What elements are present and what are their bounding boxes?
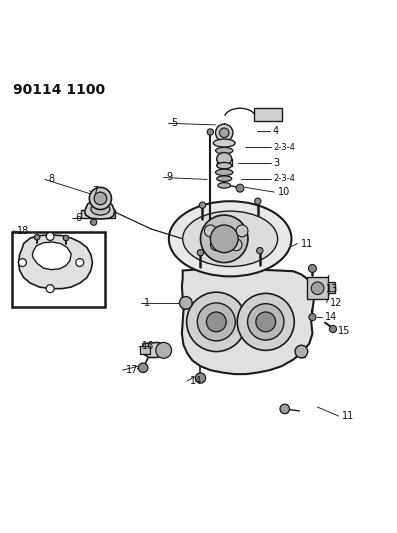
Circle shape [204, 225, 216, 237]
Circle shape [210, 225, 238, 253]
Circle shape [34, 235, 40, 240]
Circle shape [248, 304, 284, 340]
Ellipse shape [91, 203, 110, 215]
Bar [12, 232, 105, 307]
Ellipse shape [217, 152, 232, 165]
Text: 3: 3 [274, 158, 280, 168]
Circle shape [236, 184, 244, 192]
Text: 7: 7 [93, 185, 99, 196]
Polygon shape [32, 242, 71, 270]
Bar [140, 346, 150, 353]
Text: 6: 6 [75, 213, 81, 223]
Circle shape [199, 202, 206, 208]
Circle shape [256, 247, 263, 254]
Polygon shape [19, 235, 93, 289]
Circle shape [206, 312, 226, 332]
Circle shape [195, 373, 206, 383]
Bar [254, 108, 282, 121]
Circle shape [76, 259, 84, 266]
Text: 11: 11 [301, 239, 313, 248]
Circle shape [230, 239, 242, 251]
Text: 17: 17 [126, 365, 138, 375]
Circle shape [330, 326, 337, 333]
Circle shape [179, 296, 192, 309]
Text: 18: 18 [17, 226, 29, 236]
Bar [81, 211, 116, 218]
Ellipse shape [213, 139, 235, 147]
Ellipse shape [183, 211, 278, 266]
Circle shape [19, 259, 27, 266]
Text: 13: 13 [326, 285, 338, 294]
Text: 8: 8 [48, 174, 54, 184]
Ellipse shape [217, 163, 232, 169]
Circle shape [220, 128, 229, 138]
Circle shape [94, 192, 107, 205]
Ellipse shape [218, 183, 231, 188]
Text: 14: 14 [190, 376, 202, 386]
Circle shape [295, 345, 308, 358]
Polygon shape [182, 270, 314, 374]
Polygon shape [85, 198, 115, 219]
Circle shape [200, 215, 248, 263]
Circle shape [210, 239, 222, 251]
Text: 12: 12 [330, 298, 342, 308]
Circle shape [89, 188, 112, 209]
Text: 16: 16 [142, 342, 154, 351]
Circle shape [255, 198, 261, 204]
Text: 14: 14 [325, 312, 337, 322]
Text: 9: 9 [167, 173, 173, 182]
Text: 2-3-4: 2-3-4 [274, 174, 295, 183]
Ellipse shape [217, 176, 232, 181]
Circle shape [91, 219, 97, 225]
Circle shape [236, 225, 248, 237]
Circle shape [139, 363, 148, 373]
Text: 5: 5 [172, 118, 178, 128]
Bar [307, 277, 328, 299]
Text: 10: 10 [278, 187, 290, 197]
Text: 1: 1 [144, 298, 150, 308]
Circle shape [46, 285, 54, 293]
Text: 11: 11 [342, 411, 354, 421]
Circle shape [280, 404, 289, 414]
Circle shape [309, 313, 316, 321]
Circle shape [197, 249, 204, 256]
Circle shape [187, 292, 246, 352]
Ellipse shape [216, 148, 233, 154]
Circle shape [156, 343, 172, 358]
Ellipse shape [216, 169, 233, 175]
Text: 15: 15 [338, 326, 350, 336]
Circle shape [256, 312, 276, 332]
Circle shape [216, 124, 233, 141]
Text: 2-3-4: 2-3-4 [274, 142, 295, 151]
Ellipse shape [169, 201, 291, 277]
Circle shape [308, 264, 316, 272]
Circle shape [46, 232, 54, 240]
Circle shape [311, 282, 324, 295]
Text: 90114 1100: 90114 1100 [13, 83, 105, 96]
Circle shape [237, 293, 294, 350]
Circle shape [207, 129, 214, 135]
Bar [328, 282, 335, 293]
Polygon shape [142, 343, 166, 358]
Text: 4: 4 [273, 126, 279, 136]
Circle shape [63, 235, 69, 241]
Circle shape [197, 303, 235, 341]
